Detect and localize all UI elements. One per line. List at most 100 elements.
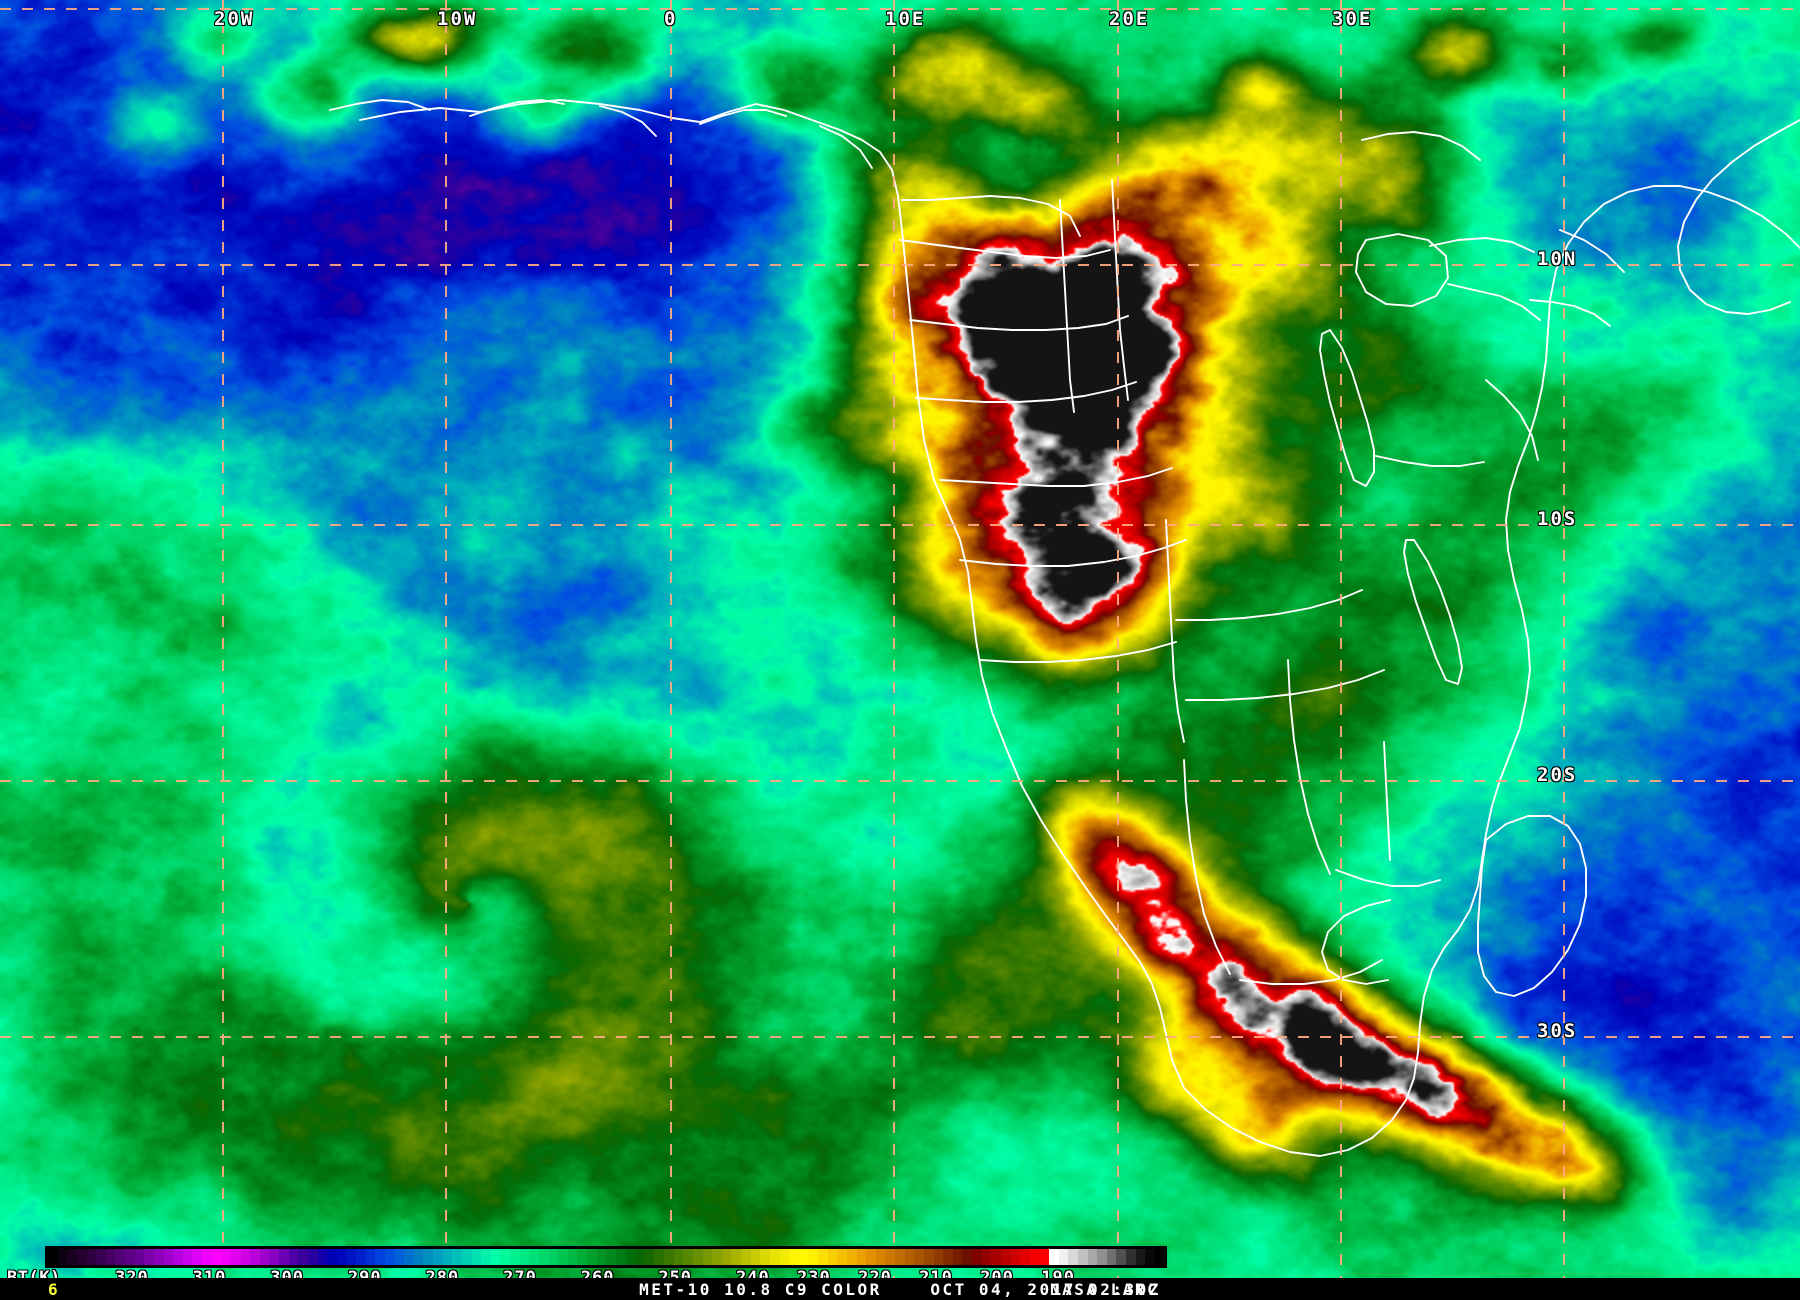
colorbar-swatch [1106,1249,1117,1265]
colorbar-swatch [115,1249,125,1265]
colorbar-swatch [153,1249,164,1265]
colorbar-swatch [972,1249,982,1265]
status-bar: 6 MET-10 10.8 C9 COLOR OCT 04, 2017 02:3… [0,1278,1800,1300]
colorbar-swatch [635,1249,645,1265]
colorbar-swatch [837,1249,847,1265]
colorbar-swatch [1058,1249,1069,1265]
colorbar-swatch [615,1249,626,1265]
colorbar-swatch [827,1249,838,1265]
colorbar-swatch [202,1249,212,1265]
colorbar-swatch [230,1249,241,1265]
colorbar-swatch [789,1249,799,1265]
colorbar-swatch [134,1249,145,1265]
colorbar-swatch [558,1249,568,1265]
colorbar-swatch [461,1249,472,1265]
colorbar-swatch [1039,1249,1049,1265]
colorbar-swatch [182,1249,193,1265]
colorbar-swatch [895,1249,905,1265]
colorbar-swatch [548,1249,559,1265]
colorbar-swatch [1116,1249,1126,1265]
colorbar-swatch [721,1249,732,1265]
colorbar-swatch [48,1249,58,1265]
colorbar-swatch [904,1249,915,1265]
colorbar-swatch [375,1249,385,1265]
colorbar-swatch [490,1249,501,1265]
colorbar-frame [45,1246,1167,1268]
colorbar-swatch [673,1249,684,1265]
colorbar-swatch [240,1249,251,1265]
colorbar-swatch [596,1249,607,1265]
colorbar-swatch [298,1249,308,1265]
colorbar-swatch [356,1249,366,1265]
product-status-label: MET-10 10.8 C9 COLOR OCT 04, 2017 02:30Z [639,1280,1161,1299]
colorbar-swatch [144,1249,154,1265]
colorbar-swatch [981,1249,992,1265]
colorbar-swatch [1049,1249,1059,1265]
colorbar-swatch [173,1249,183,1265]
colorbar-swatch [394,1249,405,1265]
colorbar-swatch [769,1249,780,1265]
colorbar-swatch [1135,1249,1146,1265]
colorbar-swatch [1087,1249,1098,1265]
colorbar-swatch [587,1249,597,1265]
colorbar-swatch [529,1249,539,1265]
colorbar-swatch [644,1249,655,1265]
colorbar-swatch [67,1249,77,1265]
colorbar-swatch [538,1249,549,1265]
colorbar-swatch [914,1249,924,1265]
colorbar-swatch [760,1249,770,1265]
colorbar-swatch [1010,1249,1021,1265]
colorbar-swatch [866,1249,876,1265]
colorbar-swatch [943,1249,953,1265]
colorbar-swatch [86,1249,97,1265]
colorbar-swatch [702,1249,713,1265]
colorbar-swatch [712,1249,722,1265]
credit-label: NASA LARC [1050,1280,1160,1299]
colorbar-swatch [1029,1249,1040,1265]
colorbar-swatch [76,1249,87,1265]
colorbar-swatch [962,1249,972,1265]
colorbar-gradient[interactable] [47,1248,1165,1266]
colorbar-swatch [336,1249,347,1265]
colorbar-swatch [923,1249,934,1265]
colorbar-swatch [471,1249,482,1265]
colorbar-swatch [1154,1249,1165,1265]
colorbar-swatch [452,1249,462,1265]
colorbar-swatch [808,1249,818,1265]
colorbar-swatch [1068,1249,1078,1265]
colorbar-swatch [991,1249,1001,1265]
colorbar-swatch [683,1249,693,1265]
colorbar-swatch [269,1249,279,1265]
colorbar-swatch [875,1249,886,1265]
colorbar-swatch [750,1249,761,1265]
colorbar-swatch [798,1249,809,1265]
colorbar-swatch [1020,1249,1030,1265]
colorbar-swatch [510,1249,520,1265]
colorbar-swatch [1077,1249,1088,1265]
colorbar-swatch [105,1249,116,1265]
colorbar-swatch [856,1249,867,1265]
colorbar-swatch [125,1249,135,1265]
colorbar-swatch [741,1249,751,1265]
colorbar-swatch [384,1249,395,1265]
colorbar-swatch [577,1249,587,1265]
colorbar-swatch [317,1249,328,1265]
colorbar-swatch [259,1249,270,1265]
colorbar-swatch [481,1249,491,1265]
colorbar-swatch [818,1249,828,1265]
colorbar-swatch [442,1249,453,1265]
colorbar-swatch [654,1249,664,1265]
colorbar-swatch [500,1249,510,1265]
colorbar-swatch [327,1249,337,1265]
colorbar-swatch [423,1249,433,1265]
colorbar-swatch [952,1249,963,1265]
colorbar-swatch [192,1249,202,1265]
colorbar-swatch [1097,1249,1107,1265]
colorbar-swatch [221,1249,231,1265]
frame-counter: 6 [48,1280,58,1299]
colorbar-swatch [779,1249,790,1265]
colorbar-swatch [250,1249,260,1265]
colorbar-swatch [57,1249,68,1265]
colorbar-swatch [346,1249,356,1265]
